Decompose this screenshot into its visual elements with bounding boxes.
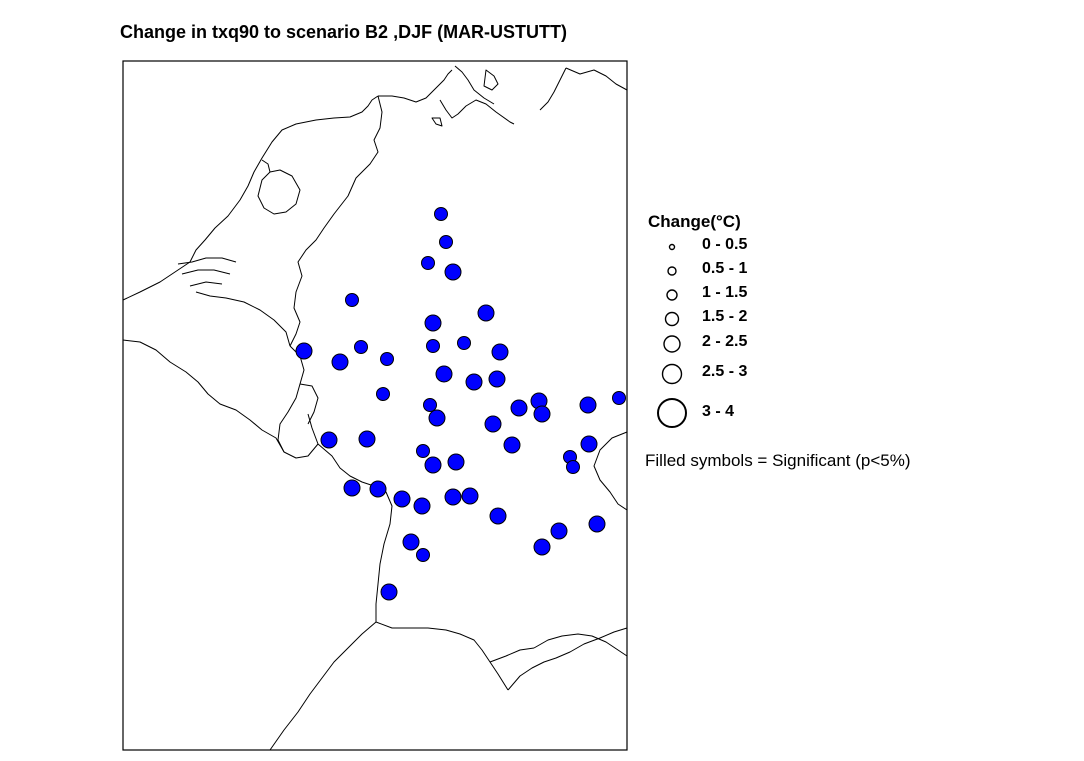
station-marker: [413, 497, 431, 515]
border-pl-de-path: [539, 67, 567, 111]
station-marker: [393, 490, 411, 508]
station-marker: [380, 352, 394, 366]
station-marker: [484, 415, 502, 433]
station-marker: [579, 396, 597, 414]
coastline-path: [122, 95, 379, 301]
legend-symbol-class-5: [663, 335, 681, 353]
station-marker: [510, 399, 528, 417]
legend-symbol-class-4: [664, 311, 680, 327]
border-fr-de-path: [317, 443, 393, 622]
legend-label-class-6: 2.5 - 3: [702, 363, 748, 380]
border-lu-path: [299, 383, 319, 425]
station-marker: [435, 365, 453, 383]
station-marker: [444, 263, 462, 281]
border-be-de-path: [277, 345, 319, 459]
station-marker: [439, 235, 453, 249]
estuary-path: [181, 269, 231, 275]
station-marker: [588, 515, 606, 533]
station-marker: [424, 314, 442, 332]
station-marker: [343, 479, 361, 497]
border-cz-de-path: [593, 431, 628, 511]
station-marker: [447, 453, 465, 471]
map-frame: [122, 60, 628, 751]
legend-label-class-3: 1 - 1.5: [702, 284, 748, 301]
island-path: [431, 117, 443, 127]
station-marker: [612, 391, 626, 405]
station-marker: [550, 522, 568, 540]
coastline-path: [378, 69, 453, 103]
station-marker: [428, 409, 446, 427]
station-marker: [421, 256, 435, 270]
station-marker: [488, 370, 506, 388]
station-marker: [477, 304, 495, 322]
coastline-path: [439, 99, 515, 125]
station-marker: [457, 336, 471, 350]
station-marker: [489, 507, 507, 525]
station-marker: [566, 460, 580, 474]
station-marker: [491, 343, 509, 361]
station-marker: [320, 431, 338, 449]
border-ch-path: [375, 621, 509, 691]
station-marker: [533, 405, 551, 423]
station-marker: [416, 548, 430, 562]
island-path: [483, 69, 499, 91]
legend-symbol-class-1: [668, 243, 676, 251]
legend-label-class-7: 3 - 4: [702, 403, 735, 420]
coastline-path: [454, 65, 495, 105]
station-marker: [402, 533, 420, 551]
station-marker: [426, 339, 440, 353]
border-nl-de-path: [289, 95, 383, 347]
country-borders: [122, 65, 628, 751]
station-marker: [533, 538, 551, 556]
legend-symbol-class-7: [657, 398, 687, 428]
legend-label-class-5: 2 - 2.5: [702, 333, 748, 350]
border-cz-de-path: [565, 67, 628, 91]
station-marker: [345, 293, 359, 307]
station-marker: [416, 444, 430, 458]
border-fr-be-path: [122, 339, 285, 453]
estuary-path: [189, 281, 223, 287]
legend-label-class-1: 0 - 0.5: [702, 236, 748, 253]
border-be-nl-path: [195, 291, 291, 347]
lake-ijsselmeer-path: [257, 169, 301, 215]
station-marker: [380, 583, 398, 601]
station-marker: [354, 340, 368, 354]
legend-symbol-class-3: [666, 289, 678, 301]
station-marker: [331, 353, 349, 371]
station-marker: [369, 480, 387, 498]
lake-ijsselmeer-path: [261, 159, 271, 173]
border-ch-path: [489, 647, 535, 663]
station-marker: [376, 387, 390, 401]
legend-symbol-class-6: [661, 363, 683, 385]
station-marker: [444, 488, 462, 506]
estuary-path: [177, 257, 237, 265]
legend-title: Change(°C): [648, 212, 741, 231]
station-marker: [580, 435, 598, 453]
station-marker: [465, 373, 483, 391]
border-at-path: [533, 633, 628, 657]
station-marker: [295, 342, 313, 360]
stations-layer: [295, 207, 626, 601]
station-marker: [503, 436, 521, 454]
legend-label-class-2: 0.5 - 1: [702, 260, 748, 277]
map-title: Change in txq90 to scenario B2 ,DJF (MAR…: [120, 22, 568, 42]
station-marker: [424, 456, 442, 474]
border-ch-path: [269, 621, 377, 751]
legend-label-class-4: 1.5 - 2: [702, 308, 748, 325]
border-ch-path: [507, 627, 628, 691]
station-marker: [358, 430, 376, 448]
legend-symbols: [657, 243, 687, 428]
station-marker: [461, 487, 479, 505]
station-marker: [434, 207, 448, 221]
significance-note: Filled symbols = Significant (p<5%): [645, 451, 911, 470]
legend-symbol-class-2: [667, 266, 677, 276]
station-marker: [423, 398, 437, 412]
